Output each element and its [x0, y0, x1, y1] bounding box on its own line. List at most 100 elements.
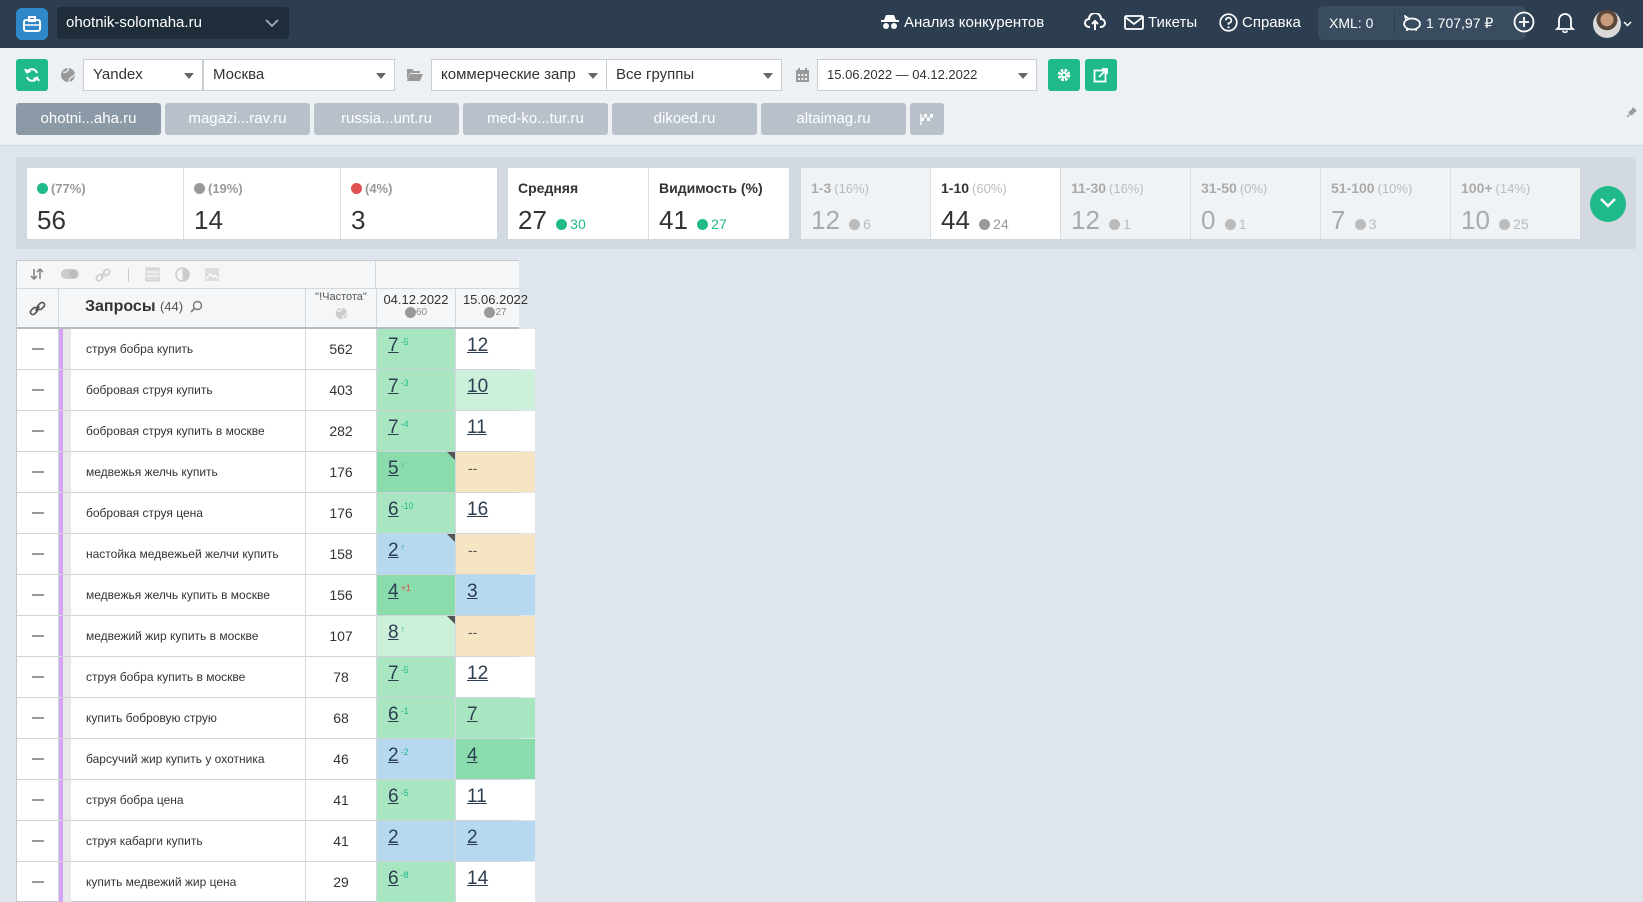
site-tab-5[interactable]: dikoed.ru: [612, 103, 757, 135]
notifications-button[interactable]: [1554, 0, 1579, 48]
position-cell-current[interactable]: 4 +1: [377, 575, 456, 615]
row-action-cell[interactable]: [17, 616, 59, 656]
position-cell-previous[interactable]: --: [456, 616, 535, 656]
table-row[interactable]: медвежья желчь купить в москве 156 4 +1 3: [17, 575, 535, 616]
position-cell-previous[interactable]: 4: [456, 739, 535, 779]
position-link[interactable]: 6 -10: [388, 499, 414, 521]
row-action-cell[interactable]: [17, 698, 59, 738]
table-row[interactable]: струя бобра цена 41 6 -5 11: [17, 780, 535, 821]
position-cell-current[interactable]: 5 ↑: [377, 452, 456, 492]
position-cell-current[interactable]: 7 -5: [377, 329, 456, 369]
table-row[interactable]: купить бобровую струю 68 6 -1 7: [17, 698, 535, 739]
table-row[interactable]: струя бобра купить 562 7 -5 12: [17, 329, 535, 370]
position-cell-current[interactable]: 6 -1: [377, 698, 456, 738]
user-avatar[interactable]: [1593, 10, 1621, 38]
tickets-link[interactable]: Тикеты: [1124, 0, 1197, 48]
table-row[interactable]: барсучий жир купить у охотника 46 2 -2 4: [17, 739, 535, 780]
position-cell-previous[interactable]: --: [456, 452, 535, 492]
position-cell-current[interactable]: 6 -10: [377, 493, 456, 533]
search-engine-select[interactable]: Yandex: [83, 59, 203, 91]
site-tab-2[interactable]: magazi...rav.ru: [165, 103, 310, 135]
position-cell-previous[interactable]: 10: [456, 370, 535, 410]
position-link[interactable]: 7 -5: [388, 663, 409, 685]
position-cell-current[interactable]: 2 ↑: [377, 534, 456, 574]
competitors-link[interactable]: Анализ конкурентов: [880, 0, 1044, 48]
position-cell-current[interactable]: 2: [377, 821, 456, 861]
position-cell-current[interactable]: 7 -4: [377, 411, 456, 451]
row-action-cell[interactable]: [17, 329, 59, 369]
position-link[interactable]: 16: [467, 499, 489, 520]
sort-icon[interactable]: [30, 267, 44, 281]
briefcase-logo-icon[interactable]: [16, 8, 48, 40]
position-link[interactable]: 2 -2: [388, 745, 409, 767]
frequency-column-header[interactable]: "!Частота": [306, 289, 377, 327]
table-view-icon[interactable]: [145, 267, 160, 282]
position-link[interactable]: 3: [467, 581, 478, 602]
add-funds-button[interactable]: [1513, 0, 1539, 48]
table-row[interactable]: медвежья желчь купить 176 5 ↑ --: [17, 452, 535, 493]
query-type-select[interactable]: коммерческие запр: [431, 59, 607, 91]
position-link[interactable]: 7 -4: [388, 417, 409, 439]
range-1-3[interactable]: 1-3 (16%) 12 6: [801, 168, 931, 239]
stat-visibility[interactable]: Видимость (%) 41 27: [649, 168, 790, 239]
row-action-cell[interactable]: [17, 534, 59, 574]
range-1-10[interactable]: 1-10 (60%) 44 24: [931, 168, 1061, 239]
row-action-cell[interactable]: [17, 411, 59, 451]
range-31-50[interactable]: 31-50 (0%) 0 1: [1191, 168, 1321, 239]
table-row[interactable]: струя кабарги купить 41 2 2: [17, 821, 535, 862]
position-link[interactable]: 7 -3: [388, 376, 409, 398]
date-column-header-1[interactable]: 04.12.2022 60: [377, 289, 456, 327]
table-row[interactable]: бобровая струя купить в москве 282 7 -4 11: [17, 411, 535, 452]
position-cell-previous[interactable]: --: [456, 534, 535, 574]
row-action-cell[interactable]: [17, 780, 59, 820]
position-cell-current[interactable]: 7 -5: [377, 657, 456, 697]
position-cell-current[interactable]: 6 -8: [377, 862, 456, 902]
expand-stats-button[interactable]: [1590, 186, 1626, 222]
position-cell-previous[interactable]: 11: [456, 411, 535, 451]
position-link[interactable]: 2: [467, 827, 478, 848]
range-51-100[interactable]: 51-100 (10%) 7 3: [1321, 168, 1451, 239]
row-action-cell[interactable]: [17, 575, 59, 615]
position-cell-previous[interactable]: 11: [456, 780, 535, 820]
position-cell-previous[interactable]: 12: [456, 657, 535, 697]
groups-select[interactable]: Все группы: [606, 59, 782, 91]
position-cell-current[interactable]: 2 -2: [377, 739, 456, 779]
stat-down[interactable]: (4%) 3: [341, 168, 498, 239]
chevron-down-icon[interactable]: [1623, 21, 1632, 27]
pin-icon[interactable]: [1626, 106, 1638, 118]
row-action-cell[interactable]: [17, 657, 59, 697]
position-link[interactable]: 12: [467, 335, 489, 356]
position-cell-current[interactable]: 8 ↑: [377, 616, 456, 656]
row-action-cell[interactable]: [17, 862, 59, 902]
link-column-header[interactable]: [17, 289, 59, 327]
position-link[interactable]: 11: [467, 417, 487, 438]
link-icon[interactable]: [95, 267, 111, 283]
row-action-cell[interactable]: [17, 370, 59, 410]
balance-pill[interactable]: XML: 0 1 707,97 ₽: [1318, 6, 1526, 40]
position-cell-previous[interactable]: 7: [456, 698, 535, 738]
table-row[interactable]: медвежий жир купить в москве 107 8 ↑ --: [17, 616, 535, 657]
position-link[interactable]: 2: [388, 827, 401, 849]
image-icon[interactable]: [204, 267, 220, 282]
table-row[interactable]: струя бобра купить в москве 78 7 -5 12: [17, 657, 535, 698]
position-link[interactable]: 11: [467, 786, 487, 807]
site-tab-3[interactable]: russia...unt.ru: [314, 103, 459, 135]
refresh-button[interactable]: [16, 59, 48, 91]
position-link[interactable]: 6 -1: [388, 704, 409, 726]
position-link[interactable]: 7: [467, 704, 478, 725]
flag-button[interactable]: [910, 103, 944, 135]
stat-up[interactable]: (77%) 56: [27, 168, 184, 239]
settings-button[interactable]: [1048, 59, 1080, 91]
position-link[interactable]: 6 -5: [388, 786, 409, 808]
export-button[interactable]: [1085, 59, 1117, 91]
row-action-cell[interactable]: [17, 739, 59, 779]
date-range-select[interactable]: 15.06.2022 — 04.12.2022: [817, 59, 1037, 91]
position-cell-previous[interactable]: 3: [456, 575, 535, 615]
position-cell-previous[interactable]: 12: [456, 329, 535, 369]
position-cell-previous[interactable]: 14: [456, 862, 535, 902]
position-link[interactable]: 7 -5: [388, 335, 409, 357]
row-action-cell[interactable]: [17, 493, 59, 533]
region-select[interactable]: Москва: [203, 59, 395, 91]
site-tab-1[interactable]: ohotni...aha.ru: [16, 103, 161, 135]
date-column-header-2[interactable]: 15.06.2022 27: [456, 289, 535, 327]
